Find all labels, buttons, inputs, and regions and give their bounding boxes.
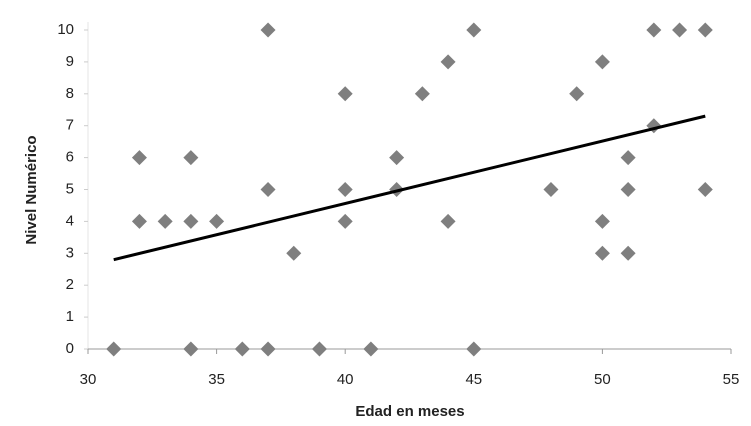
point	[440, 54, 456, 70]
point	[594, 54, 610, 70]
point	[337, 86, 353, 102]
x-tick-label: 30	[80, 371, 97, 388]
point	[260, 341, 276, 357]
point	[646, 22, 662, 38]
point	[569, 86, 585, 102]
point	[697, 22, 713, 38]
y-tick-label: 6	[66, 149, 74, 166]
point	[697, 182, 713, 197]
point	[594, 213, 610, 229]
point	[260, 22, 276, 38]
x-tick-label: 40	[337, 371, 354, 388]
point	[620, 182, 636, 197]
point	[466, 341, 482, 357]
y-tick-label: 3	[66, 244, 74, 261]
point	[440, 213, 456, 229]
y-tick-label: 7	[66, 117, 74, 134]
y-tick-label: 10	[57, 21, 74, 38]
point	[131, 150, 147, 166]
y-tick-label: 8	[66, 85, 74, 102]
point	[337, 213, 353, 229]
y-tick-label: 5	[66, 180, 74, 197]
y-tick-label: 2	[66, 276, 74, 293]
point	[414, 86, 430, 102]
x-axis-label: Edad en meses	[355, 403, 464, 420]
point	[363, 341, 379, 357]
point	[543, 182, 559, 197]
point	[131, 213, 147, 229]
point	[106, 341, 122, 357]
point	[466, 22, 482, 38]
point	[260, 182, 276, 197]
point	[183, 150, 199, 166]
point	[672, 22, 688, 38]
x-tick-label: 45	[465, 371, 482, 388]
point	[620, 150, 636, 166]
trendline	[113, 114, 706, 262]
point	[337, 182, 353, 197]
y-tick-label: 1	[66, 308, 74, 325]
point	[286, 245, 302, 261]
point	[311, 341, 327, 357]
point	[234, 341, 250, 357]
point	[183, 213, 199, 229]
x-tick-label: 55	[723, 371, 740, 388]
point	[209, 213, 225, 229]
y-tick-label: 0	[66, 340, 74, 357]
point	[594, 245, 610, 261]
y-tick-label: 9	[66, 53, 74, 70]
y-axis-label: Nivel Numérico	[23, 135, 40, 244]
x-tick-label: 50	[594, 371, 611, 388]
point	[183, 341, 199, 357]
y-tick-label: 4	[66, 212, 74, 229]
point	[389, 150, 405, 166]
point	[620, 245, 636, 261]
point	[157, 213, 173, 229]
x-tick-label: 35	[208, 371, 225, 388]
